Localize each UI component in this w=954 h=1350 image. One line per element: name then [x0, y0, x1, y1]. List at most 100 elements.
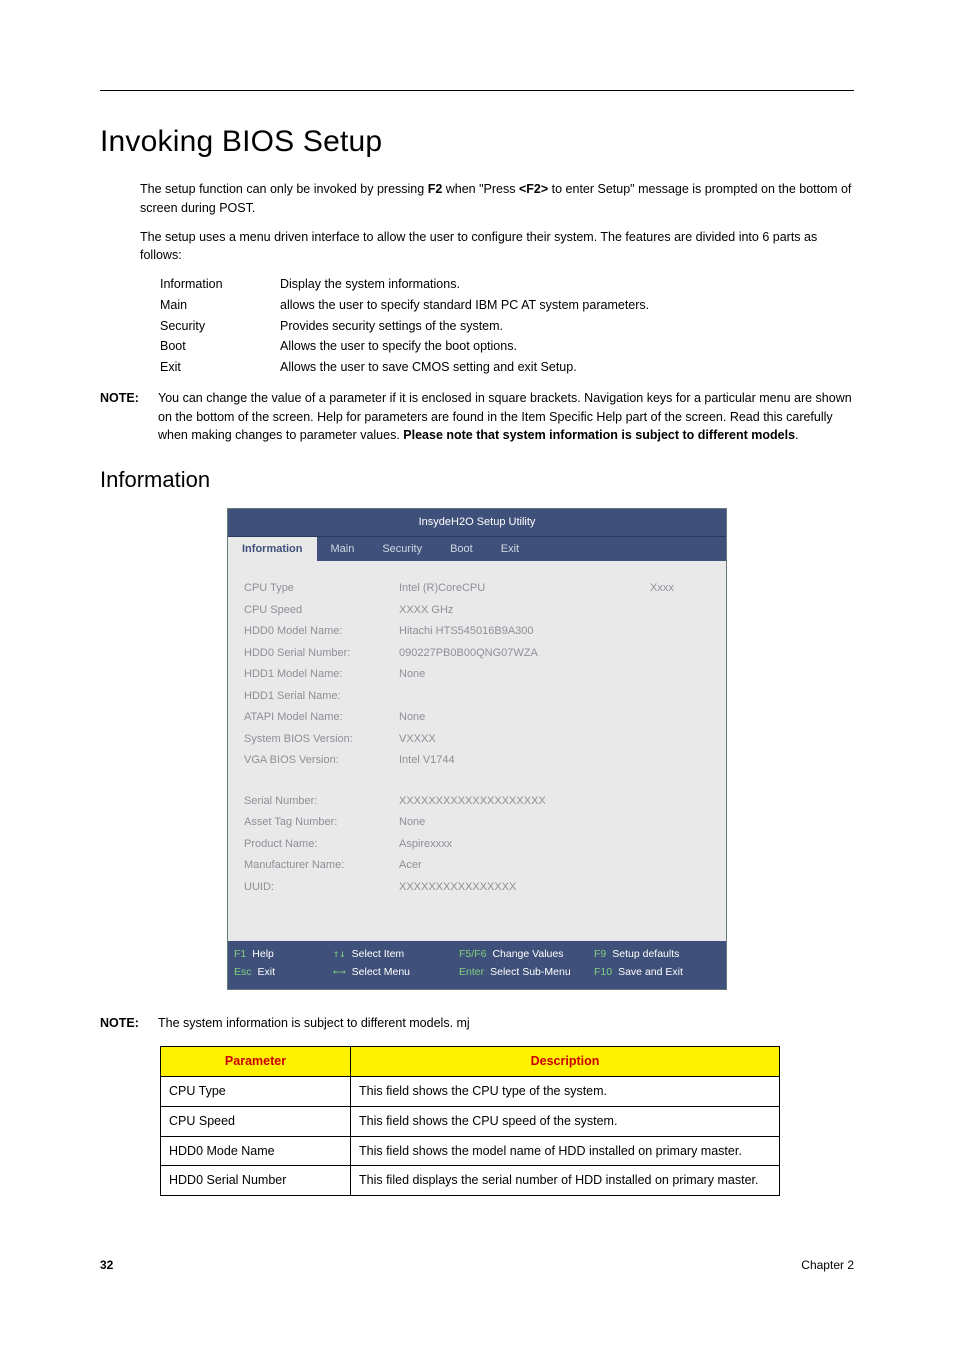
section-information: Information [100, 463, 854, 496]
fk-enter: Enter [459, 965, 484, 981]
bios-key: System BIOS Version: [244, 731, 399, 748]
bios-key: VGA BIOS Version: [244, 752, 399, 769]
cell-param: CPU Type [161, 1077, 351, 1107]
bios-val: None [399, 709, 650, 726]
def-row: Mainallows the user to specify standard … [160, 296, 854, 315]
bios-row: ATAPI Model Name:None [244, 709, 710, 726]
fk-lr: ←→ [333, 965, 346, 981]
table-row: CPU SpeedThis field shows the CPU speed … [161, 1106, 780, 1136]
note-2: NOTE: The system information is subject … [100, 1014, 854, 1033]
fk-save: Save and Exit [618, 965, 683, 981]
def-row: ExitAllows the user to save CMOS setting… [160, 358, 854, 377]
intro-p1-mid: when "Press [442, 182, 519, 196]
intro-p1: The setup function can only be invoked b… [140, 180, 854, 218]
fk-f5f6: F5/F6 [459, 947, 486, 963]
fk-setdef: Setup defaults [612, 947, 679, 963]
note2-label: NOTE: [100, 1014, 158, 1033]
fk-chval: Change Values [492, 947, 563, 963]
bios-val: XXXXXXXXXXXXXXXXXXXX [399, 793, 710, 810]
bios-val: None [399, 666, 650, 683]
intro-p2: The setup uses a menu driven interface t… [140, 228, 854, 266]
def-desc: allows the user to specify standard IBM … [280, 296, 854, 315]
bios-key: HDD1 Model Name: [244, 666, 399, 683]
bios-val: VXXXX [399, 731, 650, 748]
bios-tab-boot[interactable]: Boot [436, 537, 487, 562]
fk-esc: Esc [234, 965, 252, 981]
def-desc: Allows the user to save CMOS setting and… [280, 358, 854, 377]
bios-body: CPU TypeIntel (R)CoreCPUXxxxCPU SpeedXXX… [228, 561, 726, 941]
bios-key: CPU Type [244, 580, 399, 597]
intro-p1-key2: <F2> [519, 182, 548, 196]
fk-selsub: Select Sub-Menu [490, 965, 571, 981]
fk-selitem: Select Item [352, 947, 405, 963]
note-label: NOTE: [100, 389, 158, 445]
def-term: Main [160, 296, 280, 315]
bios-tab-exit[interactable]: Exit [487, 537, 533, 562]
bios-key: Asset Tag Number: [244, 814, 399, 831]
def-row: BootAllows the user to specify the boot … [160, 337, 854, 356]
table-row: HDD0 Serial NumberThis filed displays th… [161, 1166, 780, 1196]
bios-key: ATAPI Model Name: [244, 709, 399, 726]
bios-key: HDD1 Serial Name: [244, 688, 399, 705]
bios-key: CPU Speed [244, 602, 399, 619]
cell-param: HDD0 Serial Number [161, 1166, 351, 1196]
note1-bold: Please note that system information is s… [403, 428, 795, 442]
fk-f10: F10 [594, 965, 612, 981]
intro-p1-key1: F2 [428, 182, 443, 196]
note2-body: The system information is subject to dif… [158, 1014, 854, 1033]
note-1: NOTE: You can change the value of a para… [100, 389, 854, 445]
cell-param: CPU Speed [161, 1106, 351, 1136]
def-row: InformationDisplay the system informatio… [160, 275, 854, 294]
fk-help: Help [252, 947, 274, 963]
fk-f1: F1 [234, 947, 246, 963]
table-row: HDD0 Mode NameThis field shows the model… [161, 1136, 780, 1166]
def-term: Exit [160, 358, 280, 377]
bios-row: HDD1 Serial Name: [244, 688, 710, 705]
bios-tab-information[interactable]: Information [228, 537, 317, 562]
bios-row: Asset Tag Number:None [244, 814, 710, 831]
params-table: Parameter Description CPU TypeThis field… [160, 1046, 780, 1196]
def-term: Security [160, 317, 280, 336]
bios-key: HDD0 Model Name: [244, 623, 399, 640]
bios-row: CPU SpeedXXXX GHz [244, 602, 710, 619]
note1-period: . [795, 428, 798, 442]
intro-p1-pre: The setup function can only be invoked b… [140, 182, 428, 196]
page-number: 32 [100, 1256, 113, 1274]
bios-right: Xxxx [650, 580, 710, 597]
def-term: Boot [160, 337, 280, 356]
bios-val: Intel V1744 [399, 752, 650, 769]
bios-key: Serial Number: [244, 793, 399, 810]
top-rule [100, 90, 854, 91]
bios-row: Product Name:Aspirexxxx [244, 836, 710, 853]
cell-desc: This field shows the CPU speed of the sy… [351, 1106, 780, 1136]
bios-row: VGA BIOS Version:Intel V1744 [244, 752, 710, 769]
page-title: Invoking BIOS Setup [100, 119, 854, 164]
bios-tab-main[interactable]: Main [317, 537, 369, 562]
def-desc: Allows the user to specify the boot opti… [280, 337, 854, 356]
th-parameter: Parameter [161, 1047, 351, 1077]
bios-key: HDD0 Serial Number: [244, 645, 399, 662]
def-term: Information [160, 275, 280, 294]
def-row: SecurityProvides security settings of th… [160, 317, 854, 336]
bios-row: HDD0 Serial Number:090227PB0B00QNG07WZA [244, 645, 710, 662]
bios-key: UUID: [244, 879, 399, 896]
def-desc: Display the system informations. [280, 275, 854, 294]
bios-val: XXXX GHz [399, 602, 650, 619]
fk-selmenu: Select Menu [352, 965, 410, 981]
th-description: Description [351, 1047, 780, 1077]
bios-key: Manufacturer Name: [244, 857, 399, 874]
bios-val: Intel (R)CoreCPU [399, 580, 650, 597]
bios-footer: F1 Help ↑↓ Select Item F5/F6 Change Valu… [228, 941, 726, 989]
bios-val: Hitachi HTS545016B9A300 [399, 623, 650, 640]
bios-val: Acer [399, 857, 710, 874]
fk-exit: Exit [258, 965, 276, 981]
bios-row: HDD1 Model Name:None [244, 666, 710, 683]
fk-f9: F9 [594, 947, 606, 963]
bios-row: HDD0 Model Name:Hitachi HTS545016B9A300 [244, 623, 710, 640]
bios-row: UUID:XXXXXXXXXXXXXXXX [244, 879, 710, 896]
bios-val: Aspirexxxx [399, 836, 710, 853]
note-body: You can change the value of a parameter … [158, 389, 854, 445]
bios-tab-security[interactable]: Security [368, 537, 436, 562]
fk-updown: ↑↓ [333, 947, 346, 963]
cell-param: HDD0 Mode Name [161, 1136, 351, 1166]
